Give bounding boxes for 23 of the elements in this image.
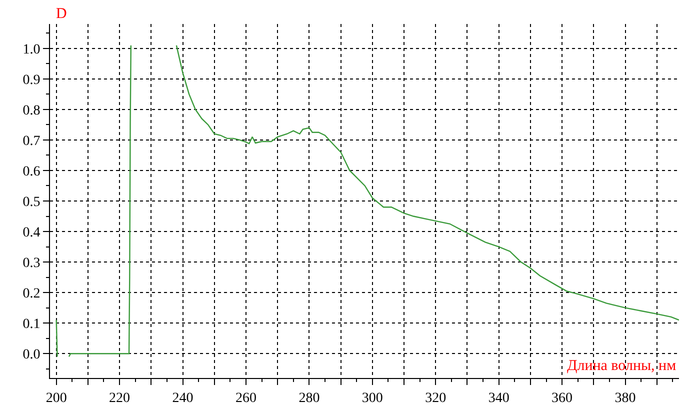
x-tick-label: 240 bbox=[172, 390, 194, 406]
y-tick-label: 0.5 bbox=[22, 194, 40, 210]
y-tick-label: 0.9 bbox=[22, 72, 40, 88]
y-tick-label: 0.8 bbox=[22, 103, 40, 118]
x-tick-label: 380 bbox=[614, 390, 636, 406]
x-tick-label: 200 bbox=[46, 390, 67, 406]
y-tick-label: 0.2 bbox=[22, 286, 40, 302]
y-axis-title: D bbox=[56, 6, 67, 22]
y-tick-label: 0.7 bbox=[22, 134, 40, 149]
x-tick-label: 220 bbox=[109, 390, 130, 406]
x-tick-label: 360 bbox=[552, 390, 573, 406]
y-tick-label: 0.0 bbox=[22, 347, 40, 362]
x-tick-label: 340 bbox=[488, 390, 510, 406]
x-axis-title: Длина волны, нм bbox=[567, 358, 677, 374]
y-tick-label: 0.3 bbox=[22, 256, 40, 271]
y-tick-label: 1.0 bbox=[22, 42, 40, 58]
y-tick-label: 0.6 bbox=[22, 164, 40, 180]
y-tick-label: 0.4 bbox=[22, 225, 40, 240]
x-tick-label: 300 bbox=[362, 390, 383, 406]
y-tick-label: 0.1 bbox=[22, 316, 40, 332]
x-tick-label: 280 bbox=[298, 390, 320, 406]
x-tick-label: 320 bbox=[425, 390, 446, 406]
x-tick-label: 260 bbox=[235, 390, 256, 406]
